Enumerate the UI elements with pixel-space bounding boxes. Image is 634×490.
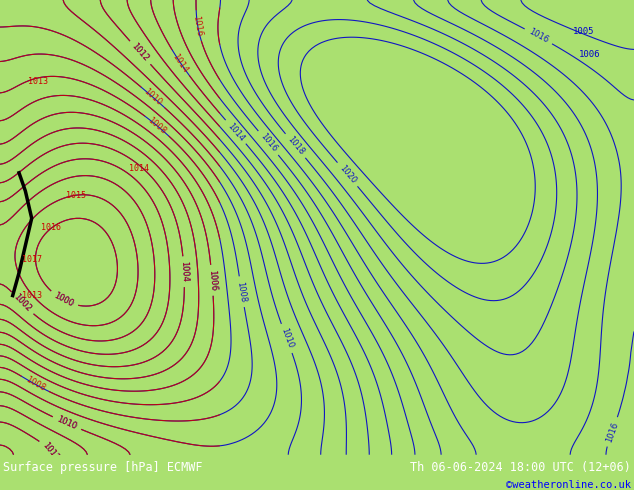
Text: 1020: 1020 [337,164,358,185]
Text: 1014: 1014 [226,121,246,143]
Text: 1002: 1002 [12,293,33,314]
Text: Th 06-06-2024 18:00 UTC (12+06): Th 06-06-2024 18:00 UTC (12+06) [410,461,631,473]
Text: 1006: 1006 [207,270,217,291]
Text: 1008: 1008 [146,116,168,136]
Text: 1000: 1000 [53,291,75,309]
Text: 1014: 1014 [129,164,150,173]
Text: ©weatheronline.co.uk: ©weatheronline.co.uk [506,480,631,490]
Text: 1016: 1016 [41,223,61,232]
Text: 1013: 1013 [28,77,48,86]
Text: 1005: 1005 [573,27,594,36]
Text: 1016: 1016 [191,15,204,37]
Text: 1012: 1012 [41,441,61,463]
Text: 1016: 1016 [604,420,620,443]
Text: 1012: 1012 [130,42,150,64]
Text: 1018: 1018 [285,135,306,157]
Text: 1014: 1014 [171,51,190,74]
Text: 1017: 1017 [22,255,42,264]
Text: 1012: 1012 [41,441,61,463]
Text: 1000: 1000 [53,291,75,309]
Text: 1006: 1006 [207,270,217,291]
Text: 1010: 1010 [55,415,78,432]
Text: 1010: 1010 [142,87,164,107]
Text: 1010: 1010 [279,327,295,350]
Text: 1012: 1012 [130,42,150,64]
Text: 1013: 1013 [22,291,42,300]
Text: 1004: 1004 [179,261,189,282]
Text: 1004: 1004 [179,261,189,282]
Text: 1015: 1015 [66,191,86,200]
Text: 1006: 1006 [579,50,600,59]
Text: 1016: 1016 [527,27,550,45]
Text: 1010: 1010 [55,415,78,432]
Text: 1016: 1016 [258,132,278,154]
Text: Surface pressure [hPa] ECMWF: Surface pressure [hPa] ECMWF [3,461,203,473]
Text: 1008: 1008 [236,281,248,303]
Text: 1002: 1002 [12,293,33,314]
Text: 1008: 1008 [23,375,46,393]
